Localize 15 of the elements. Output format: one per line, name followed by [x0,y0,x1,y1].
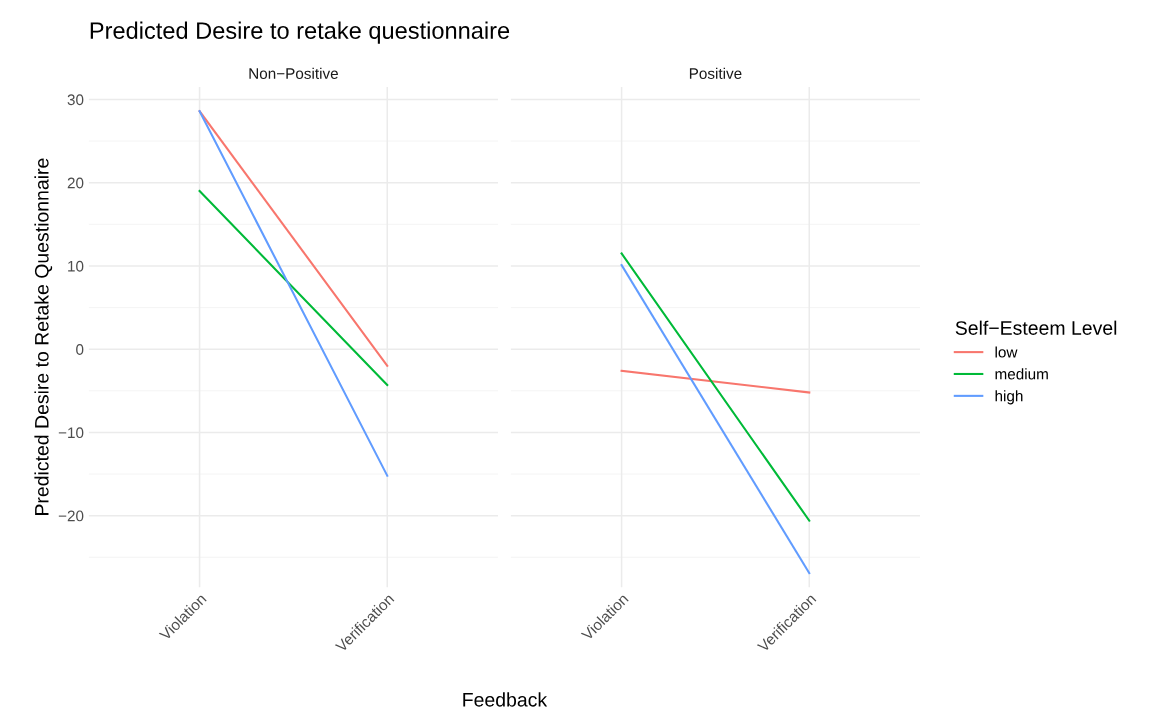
y-tick-label: 10 [68,260,84,272]
y-tick-label: −10 [58,427,84,439]
y-tick-label: −20 [58,510,84,522]
y-tick-label: 30 [67,94,84,106]
y-tick-label: 0 [76,344,84,355]
legend-label: high [995,390,1023,405]
x-axis-title: Feedback [463,692,548,707]
chart-title: Predicted Desire to retake questionnaire [90,21,510,44]
y-tick-label: 20 [67,177,84,189]
y-axis-title: Predicted Desire to Retake Questionnaire [34,158,53,515]
legend-label: low [995,346,1018,358]
legend-label: medium [995,368,1048,380]
legend-title: Self−Esteem Level [955,320,1117,335]
chart-subtitle: Positive [689,67,742,79]
chart-subtitle: Non−Positive [249,67,338,79]
